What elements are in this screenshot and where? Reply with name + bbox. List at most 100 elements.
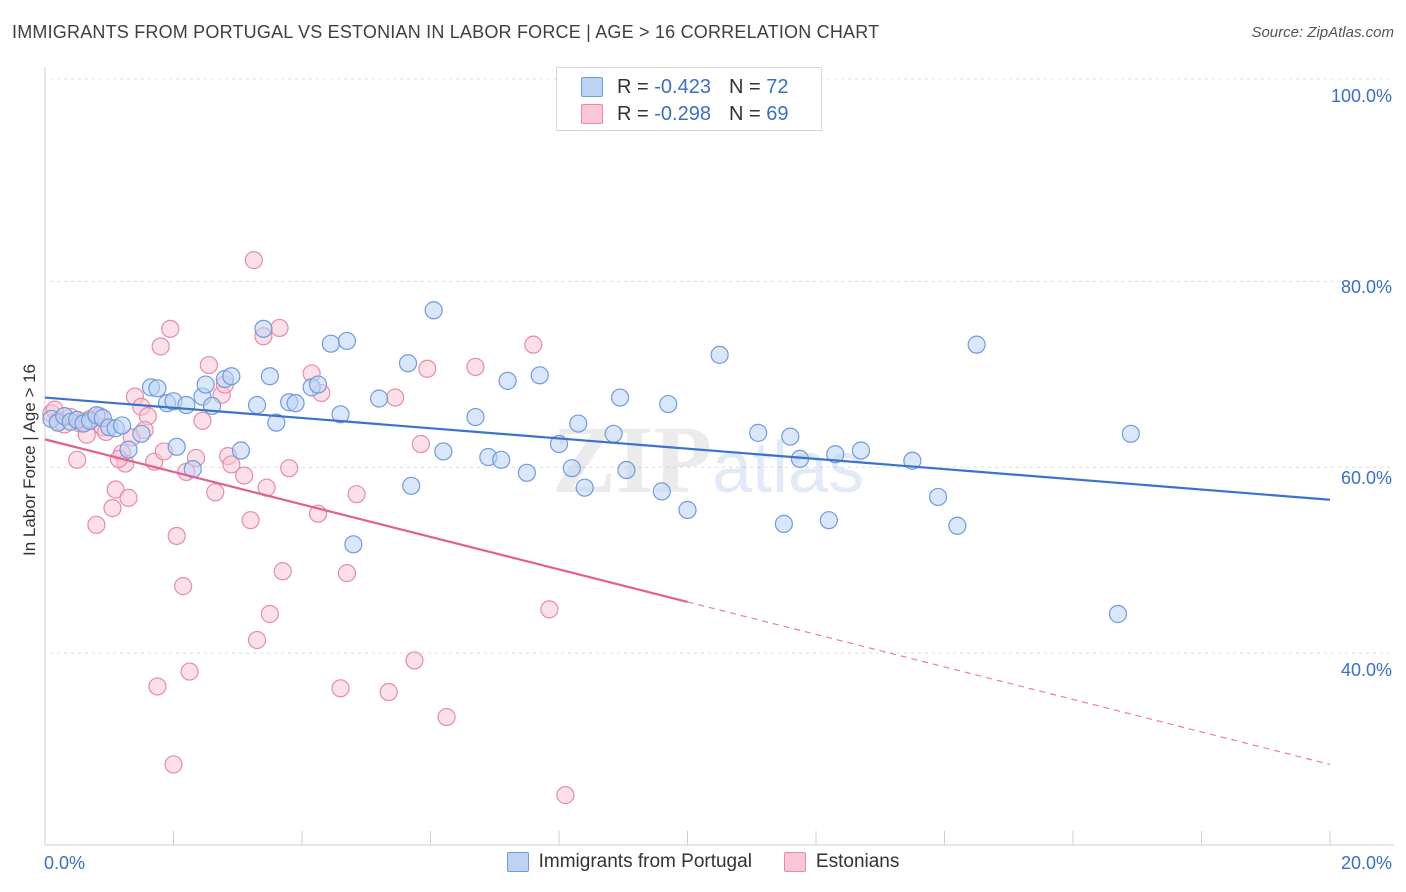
point-portugal [781, 427, 800, 446]
point-portugal [331, 405, 350, 424]
point-estonians [347, 485, 366, 504]
r-label: R = [617, 102, 649, 125]
x-axis-min-label: 0.0% [44, 853, 86, 873]
legend-item-estonians[interactable]: Estonians [783, 851, 899, 873]
chart-title: IMMIGRANTS FROM PORTUGAL VS ESTONIAN IN … [12, 22, 880, 42]
point-estonians [235, 466, 254, 485]
point-estonians [87, 515, 106, 534]
point-portugal [562, 459, 581, 478]
point-portugal [604, 424, 623, 443]
y-tick-label-60: 60.0% [1340, 468, 1392, 488]
n-label: N = [728, 102, 761, 125]
point-portugal [247, 395, 267, 415]
point-estonians [206, 483, 225, 502]
source-credit: Source: ZipAtlas.com [1251, 24, 1394, 41]
point-portugal [575, 478, 594, 497]
point-estonians [193, 411, 212, 430]
r-label: R = [617, 75, 649, 98]
point-estonians [556, 786, 575, 805]
point-estonians [161, 319, 180, 338]
point-estonians [540, 600, 559, 619]
legend-swatch-estonians [783, 852, 806, 872]
point-portugal [148, 379, 167, 398]
point-portugal [466, 407, 485, 427]
y-tick-label-40: 40.0% [1340, 660, 1392, 680]
point-estonians [199, 355, 218, 375]
point-portugal [231, 441, 251, 460]
point-estonians [260, 604, 279, 624]
legend-item-portugal[interactable]: Immigrants from Portugal [506, 851, 752, 873]
point-estonians [148, 677, 167, 696]
point-portugal [196, 375, 215, 394]
axes [44, 67, 1394, 846]
point-portugal [424, 301, 443, 320]
point-portugal [344, 535, 363, 554]
point-portugal [222, 367, 241, 386]
point-portugal [569, 414, 588, 433]
point-portugal [398, 354, 418, 373]
x-axis-max-label: 20.0% [1340, 853, 1392, 873]
point-portugal [851, 441, 871, 460]
r-value-estonians: -0.298 [654, 102, 711, 125]
point-estonians [174, 577, 193, 596]
point-portugal [167, 437, 186, 456]
point-portugal [1121, 424, 1140, 443]
legend-swatch-portugal [506, 852, 529, 872]
point-portugal [260, 367, 279, 386]
point-portugal [617, 460, 636, 480]
point-portugal [370, 389, 389, 408]
point-portugal [652, 482, 671, 501]
point-portugal [434, 442, 453, 461]
point-estonians [405, 651, 424, 670]
point-portugal [337, 331, 357, 351]
point-portugal [119, 440, 138, 459]
point-portugal [498, 371, 517, 390]
point-estonians [167, 526, 186, 546]
stats-legend-row-estonians: R = -0.298 N = 69 [581, 101, 788, 127]
point-portugal [659, 394, 678, 414]
point-estonians [119, 488, 138, 507]
point-portugal [177, 395, 196, 415]
point-estonians [68, 450, 87, 469]
grid-lines [50, 78, 1394, 654]
point-portugal [819, 511, 838, 530]
point-estonians [337, 564, 357, 583]
n-label: N = [728, 75, 761, 98]
point-portugal [254, 319, 273, 338]
point-estonians [222, 455, 241, 474]
point-estonians [411, 434, 430, 454]
point-portugal [610, 388, 630, 407]
point-estonians [331, 679, 350, 698]
stats-legend-row-portugal: R = -0.423 N = 72 [581, 74, 788, 100]
point-portugal [928, 487, 948, 507]
point-estonians [379, 682, 398, 702]
point-portugal [286, 394, 305, 413]
point-portugal [967, 335, 986, 354]
r-value-portugal: -0.423 [654, 75, 711, 98]
point-portugal [948, 516, 967, 535]
trendline-estonians [44, 438, 688, 603]
point-portugal [267, 413, 286, 432]
point-estonians [466, 357, 485, 377]
point-portugal [402, 476, 421, 495]
point-estonians [270, 318, 289, 338]
stats-legend: R = -0.423 N = 72 R = -0.298 N = 69 [556, 67, 822, 131]
point-portugal [903, 451, 922, 470]
point-portugal [1108, 604, 1128, 624]
point-portugal [710, 345, 729, 364]
point-estonians [273, 562, 292, 581]
point-portugal [749, 423, 768, 442]
point-estonians [103, 499, 122, 518]
point-portugal [517, 463, 536, 482]
point-portugal [112, 416, 132, 435]
point-estonians [524, 335, 543, 354]
point-portugal [530, 366, 549, 385]
point-portugal [492, 450, 511, 469]
y-tick-label-80: 80.0% [1340, 277, 1392, 297]
point-portugal [321, 334, 341, 353]
point-estonians [244, 251, 263, 270]
point-portugal [308, 375, 328, 394]
trend-lines [44, 396, 1331, 766]
y-tick-label-100: 100.0% [1330, 86, 1392, 106]
